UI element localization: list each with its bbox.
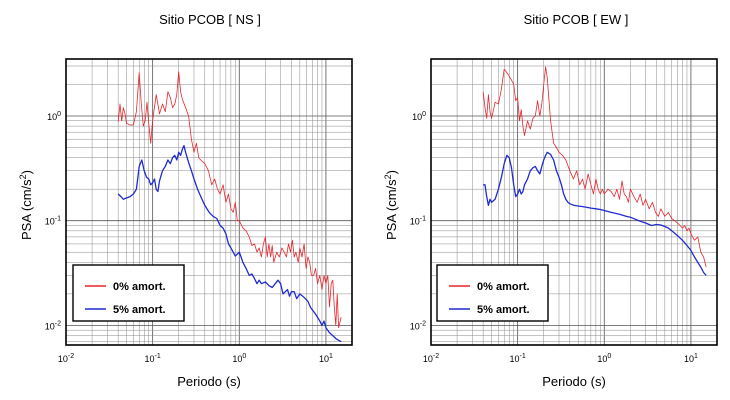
series-group xyxy=(117,71,342,343)
x-tick-label: 10-2 xyxy=(423,353,439,364)
series-line-1 xyxy=(483,151,707,276)
y-tick-label: 10-1 xyxy=(410,216,426,227)
x-tick-label: 100 xyxy=(232,353,246,364)
y-tick-label: 100 xyxy=(412,111,426,122)
x-axis-label: Periodo (s) xyxy=(542,374,606,389)
chart-panel-ew: Sitio PCOB [ EW ] 10-2 10-1 100 101 10-210-… xyxy=(383,12,718,389)
y-axis-label-main: PSA (cm/s xyxy=(19,179,34,240)
legend-label-0: 0% amort. xyxy=(477,281,530,293)
y-tick-labels: 10-2 10-1 100 xyxy=(45,111,61,331)
series-line-0 xyxy=(117,71,342,329)
x-tick-label: 101 xyxy=(319,353,333,364)
legend: 0% amort. 5% amort. xyxy=(72,264,185,322)
x-tick-label: 10-2 xyxy=(58,353,74,364)
legend-label-1: 5% amort. xyxy=(113,304,166,316)
plot-frame xyxy=(65,58,353,346)
y-tick-label: 10-2 xyxy=(410,320,426,331)
series-line-0 xyxy=(482,66,707,268)
x-tick-label: 10-1 xyxy=(145,353,161,364)
series-line-1 xyxy=(117,145,342,343)
chart-panel-ns: Sitio PCOB [ NS ] 10-2 10-1 100 101 10-210-… xyxy=(18,12,353,389)
x-tick-label: 100 xyxy=(597,353,611,364)
legend-box xyxy=(72,264,185,322)
legend-box xyxy=(436,264,549,322)
legend-label-1: 5% amort. xyxy=(477,304,530,316)
y-axis-label-close: ) xyxy=(19,170,34,174)
x-tick-label: 101 xyxy=(684,353,698,364)
y-axis-label-main: PSA (cm/s xyxy=(384,179,399,240)
series-group xyxy=(482,66,707,276)
plot-frame xyxy=(430,58,718,346)
y-tick-label: 100 xyxy=(47,111,61,122)
x-tick-label: 10-1 xyxy=(510,353,526,364)
x-tick-labels: 10-2 10-1 100 101 xyxy=(423,353,698,364)
grid xyxy=(430,59,718,345)
y-tick-label: 10-2 xyxy=(45,320,61,331)
chart-title: Sitio PCOB [ NS ] xyxy=(159,12,261,27)
y-tick-labels: 10-2 10-1 100 xyxy=(410,111,426,331)
y-axis-label: PSA (cm/s2) xyxy=(383,170,399,240)
x-axis-label: Periodo (s) xyxy=(177,374,241,389)
y-axis-label-sup: 2 xyxy=(18,174,28,179)
chart-title: Sitio PCOB [ EW ] xyxy=(524,12,629,27)
legend: 0% amort. 5% amort. xyxy=(436,264,549,322)
y-axis-label: PSA (cm/s2) xyxy=(18,170,34,240)
y-tick-label: 10-1 xyxy=(45,216,61,227)
x-tick-labels: 10-2 10-1 100 101 xyxy=(58,353,333,364)
legend-label-0: 0% amort. xyxy=(113,281,166,293)
y-axis-label-sup: 2 xyxy=(383,174,393,179)
y-axis-label-close: ) xyxy=(384,170,399,174)
